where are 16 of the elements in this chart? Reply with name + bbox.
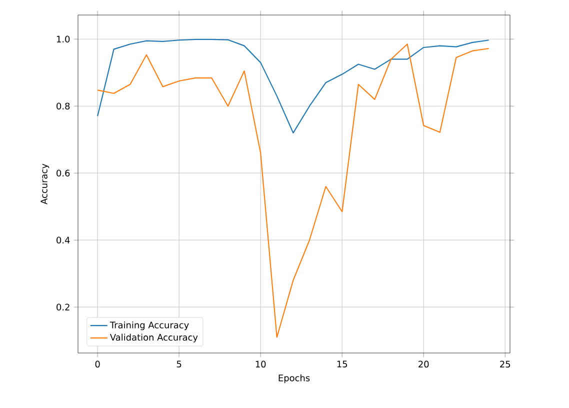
y-tick-label: 0.6 xyxy=(56,170,70,176)
x-axis-title: Epochs xyxy=(278,374,310,384)
x-tick-label: 25 xyxy=(500,360,510,368)
y-axis-title: Accuracy xyxy=(40,164,50,204)
y-tick-label: 0.4 xyxy=(56,236,70,244)
x-tick-label: 0 xyxy=(95,360,100,368)
x-tick-label: 20 xyxy=(418,360,429,368)
x-tick-label: 5 xyxy=(176,360,182,368)
y-tick-label: 0.8 xyxy=(56,102,70,110)
y-tick-label: 1.0 xyxy=(56,36,70,43)
x-tick-label: 15 xyxy=(337,360,348,368)
legend-label: Validation Accuracy xyxy=(110,334,198,342)
line-series xyxy=(97,38,490,134)
legend-label: Training Accuracy xyxy=(110,321,189,330)
y-tick-label: 0.2 xyxy=(56,304,70,310)
x-tick-label: 10 xyxy=(256,360,266,368)
